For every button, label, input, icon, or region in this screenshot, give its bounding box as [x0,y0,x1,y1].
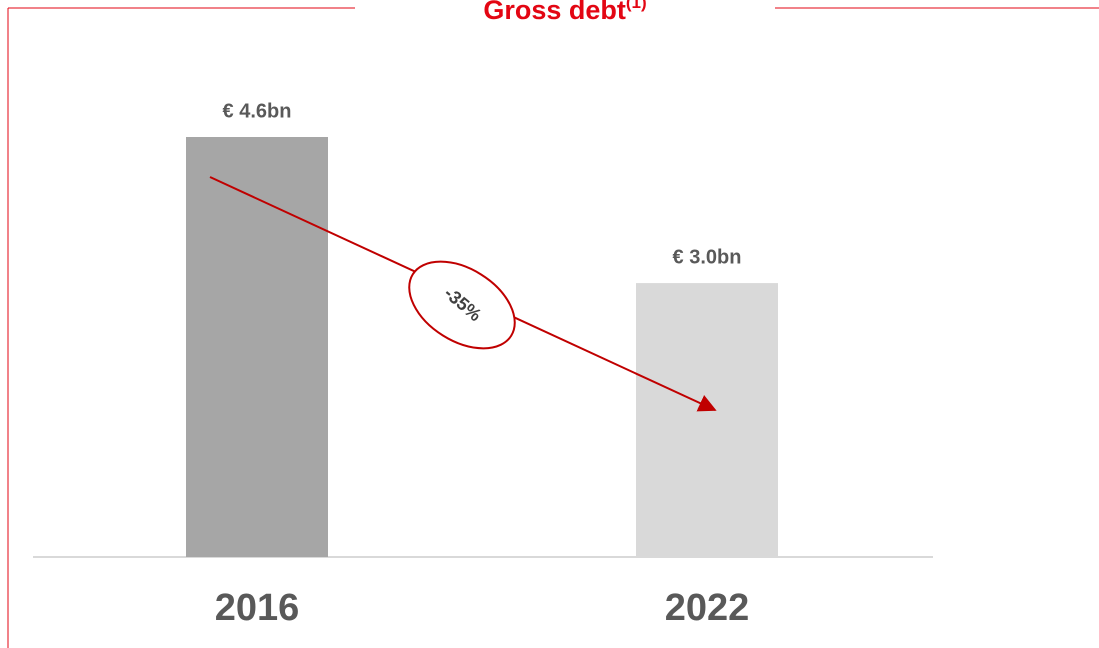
x-tick-label: 2016 [215,587,300,629]
annotation-badge: -35% [408,260,516,350]
bar [636,283,778,557]
title-superscript: (1) [626,0,647,12]
title-text: Gross debt [483,0,626,25]
chart-title: Gross debt(1) [483,0,646,25]
x-tick-label: 2022 [665,587,750,629]
value-label: € 4.6bn [223,100,292,122]
bar [186,137,328,557]
value-label: € 3.0bn [673,246,742,268]
annotation-ellipse [408,260,516,350]
bars: € 4.6bn 2016 € 3.0bn 2022 [186,100,778,629]
